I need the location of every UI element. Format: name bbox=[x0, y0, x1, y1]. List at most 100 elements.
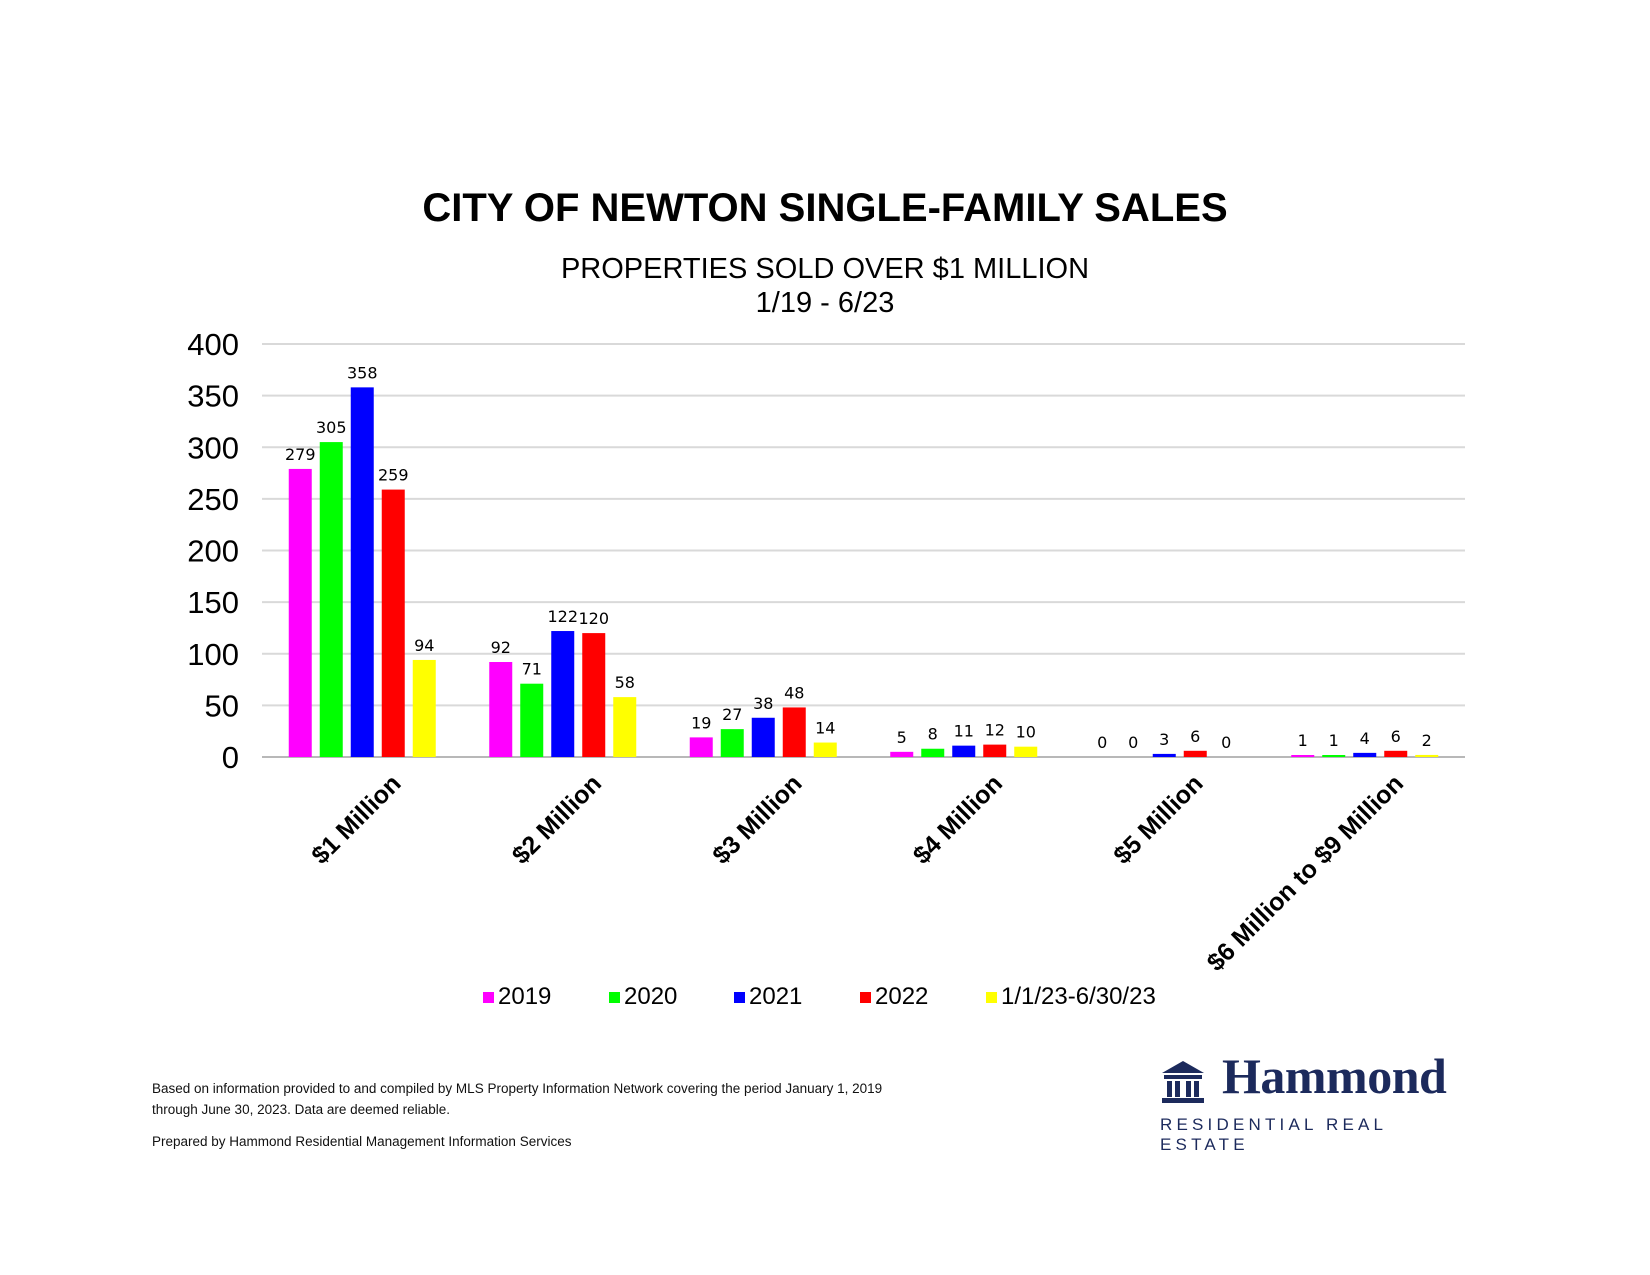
logo-name: Hammond bbox=[1222, 1048, 1447, 1104]
bar-1-1-23-6-30-23-3 bbox=[1014, 746, 1038, 757]
y-tick-label: 0 bbox=[222, 740, 239, 775]
data-label: 0 bbox=[1097, 733, 1107, 752]
bar-2020-5 bbox=[1322, 755, 1346, 757]
data-label: 122 bbox=[547, 607, 578, 626]
data-label: 92 bbox=[491, 638, 511, 657]
y-tick-label: 50 bbox=[205, 688, 239, 723]
chart-legend: 2019 2020 2021 2022 1/1/23-6/30/23 bbox=[0, 983, 1650, 1017]
data-label: 11 bbox=[954, 722, 974, 741]
legend-item: 1/1/23-6/30/23 bbox=[986, 983, 1156, 1011]
bar-2021-1 bbox=[551, 631, 575, 757]
x-category-label: $3 Million bbox=[707, 769, 807, 869]
logo-tagline: RESIDENTIAL REAL ESTATE bbox=[1160, 1115, 1387, 1154]
bar-1-1-23-6-30-23-0 bbox=[412, 659, 436, 757]
bar-1-1-23-6-30-23-1 bbox=[613, 697, 637, 757]
bar-2022-1 bbox=[582, 633, 606, 757]
bar-2021-5 bbox=[1353, 752, 1377, 757]
data-label: 0 bbox=[1128, 733, 1138, 752]
legend-swatch bbox=[609, 991, 620, 1003]
data-label: 305 bbox=[316, 418, 347, 437]
data-label: 14 bbox=[815, 719, 835, 738]
data-label: 27 bbox=[722, 705, 742, 724]
y-tick-label: 350 bbox=[187, 379, 239, 414]
legend-label: 1/1/23-6/30/23 bbox=[1001, 983, 1156, 1010]
source-note: Based on information provided to and com… bbox=[152, 1078, 882, 1120]
bar-chart: 05010015020025030035040027930535825994$1… bbox=[187, 327, 1465, 977]
bar-2020-3 bbox=[921, 748, 945, 757]
bar-2020-0 bbox=[319, 442, 343, 757]
legend-item: 2022 bbox=[860, 983, 928, 1011]
data-label: 358 bbox=[347, 363, 378, 382]
y-tick-label: 250 bbox=[187, 482, 239, 517]
x-category-label: $2 Million bbox=[507, 769, 607, 869]
data-label: 48 bbox=[784, 683, 804, 702]
legend-label: 2020 bbox=[624, 983, 678, 1010]
bar-2021-0 bbox=[350, 387, 374, 757]
hammond-logo: Hammond RESIDENTIAL REAL ESTATE bbox=[1160, 1048, 1480, 1154]
x-category-label: $6 Million to $9 Million bbox=[1202, 769, 1409, 976]
bar-1-1-23-6-30-23-5 bbox=[1415, 754, 1439, 757]
legend-label: 2019 bbox=[498, 983, 552, 1010]
x-category-label: $4 Million bbox=[908, 769, 1008, 869]
data-label: 279 bbox=[285, 445, 316, 464]
data-label: 58 bbox=[615, 673, 635, 692]
data-label: 0 bbox=[1221, 733, 1231, 752]
bar-2022-0 bbox=[381, 489, 405, 757]
data-label: 5 bbox=[897, 728, 907, 747]
data-label: 120 bbox=[578, 609, 609, 628]
data-label: 4 bbox=[1360, 729, 1370, 748]
bar-2021-2 bbox=[751, 717, 775, 757]
bar-2022-3 bbox=[983, 744, 1007, 757]
legend-item: 2019 bbox=[483, 983, 551, 1011]
bar-2019-0 bbox=[288, 468, 312, 757]
data-label: 3 bbox=[1159, 730, 1169, 749]
y-tick-label: 300 bbox=[187, 430, 239, 465]
legend-label: 2021 bbox=[749, 983, 803, 1010]
chart-subtitle: PROPERTIES SOLD OVER $1 MILLION 1/19 - 6… bbox=[0, 252, 1650, 320]
bar-2020-2 bbox=[720, 729, 744, 757]
data-label: 71 bbox=[522, 660, 542, 679]
bar-2022-2 bbox=[782, 707, 806, 757]
bar-2019-5 bbox=[1291, 755, 1315, 757]
bar-2022-4 bbox=[1183, 750, 1207, 757]
bar-2019-3 bbox=[890, 751, 914, 757]
legend-swatch bbox=[986, 991, 997, 1003]
bar-2020-1 bbox=[520, 683, 544, 757]
bar-2019-1 bbox=[489, 662, 513, 757]
source-note-line2: through June 30, 2023. Data are deemed r… bbox=[152, 1102, 450, 1117]
data-label: 6 bbox=[1391, 727, 1401, 746]
bar-2019-2 bbox=[689, 737, 713, 757]
data-label: 6 bbox=[1190, 727, 1200, 746]
y-tick-label: 100 bbox=[187, 637, 239, 672]
y-tick-label: 400 bbox=[187, 327, 239, 362]
data-label: 8 bbox=[928, 725, 938, 744]
legend-label: 2022 bbox=[875, 983, 929, 1010]
chart-subtitle-line2: 1/19 - 6/23 bbox=[755, 287, 895, 319]
bar-2022-5 bbox=[1384, 750, 1408, 757]
data-label: 10 bbox=[1016, 723, 1036, 742]
data-label: 19 bbox=[691, 713, 711, 732]
data-label: 1 bbox=[1329, 731, 1339, 750]
bar-2021-3 bbox=[952, 745, 976, 757]
legend-swatch bbox=[483, 991, 494, 1003]
bar-1-1-23-6-30-23-2 bbox=[813, 742, 837, 757]
source-note-line1: Based on information provided to and com… bbox=[152, 1081, 883, 1096]
building-icon bbox=[1162, 1061, 1204, 1103]
data-label: 38 bbox=[753, 694, 773, 713]
data-label: 2 bbox=[1422, 731, 1432, 750]
data-label: 259 bbox=[378, 466, 409, 485]
data-label: 12 bbox=[985, 721, 1005, 740]
legend-swatch bbox=[734, 991, 745, 1003]
data-label: 1 bbox=[1298, 731, 1308, 750]
y-tick-label: 200 bbox=[187, 534, 239, 569]
chart-subtitle-line1: PROPERTIES SOLD OVER $1 MILLION bbox=[560, 253, 1090, 285]
legend-swatch bbox=[860, 991, 871, 1003]
chart-title: CITY OF NEWTON SINGLE-FAMILY SALES bbox=[422, 186, 1228, 230]
legend-item: 2021 bbox=[734, 983, 802, 1011]
x-category-label: $5 Million bbox=[1108, 769, 1208, 869]
x-category-label: $1 Million bbox=[306, 769, 406, 869]
legend-item: 2020 bbox=[609, 983, 677, 1011]
bar-2021-4 bbox=[1152, 753, 1176, 757]
y-tick-label: 150 bbox=[187, 585, 239, 620]
data-label: 94 bbox=[414, 636, 434, 655]
